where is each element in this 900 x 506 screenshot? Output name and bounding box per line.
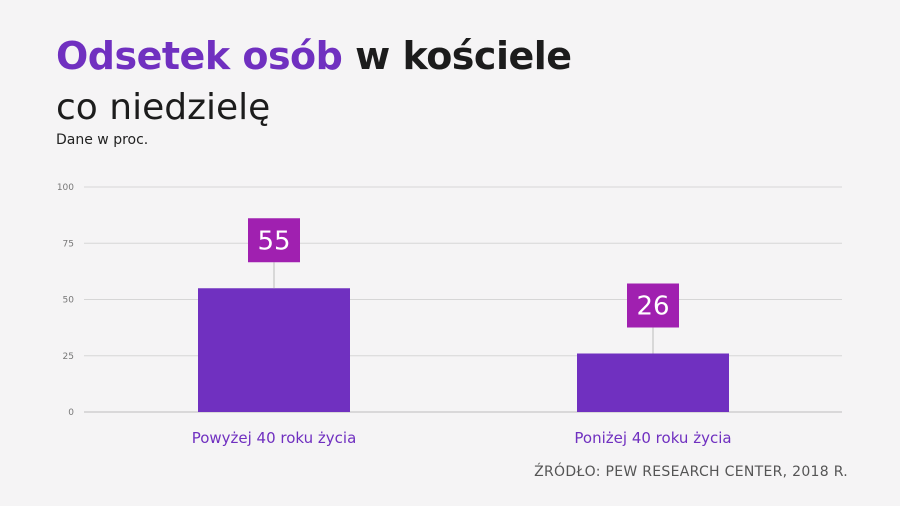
source-note: ŹRÓDŁO: PEW RESEARCH CENTER, 2018 R. <box>534 464 848 480</box>
y-tick-label: 100 <box>57 183 74 193</box>
chart-subtitle: Dane w proc. <box>56 132 149 148</box>
y-tick-label: 0 <box>68 408 74 418</box>
value-label-box <box>627 283 679 328</box>
x-category-label: Powyżej 40 roku życia <box>192 429 357 447</box>
y-tick-label: 50 <box>63 296 75 306</box>
chart-title-line2: co niedzielę <box>56 87 271 128</box>
y-tick-label: 75 <box>63 239 74 249</box>
bar <box>198 288 350 412</box>
y-tick-label: 25 <box>63 352 74 362</box>
title-rest: w kościele <box>355 34 572 78</box>
title-accent: Odsetek osób <box>56 34 343 78</box>
value-label-box <box>248 218 300 263</box>
chart-title: Odsetek osób w kościele <box>56 32 572 80</box>
x-category-label: Poniżej 40 roku życia <box>574 429 731 447</box>
bar <box>577 353 729 412</box>
data-label: 55 <box>257 226 290 256</box>
data-label: 26 <box>636 292 669 322</box>
